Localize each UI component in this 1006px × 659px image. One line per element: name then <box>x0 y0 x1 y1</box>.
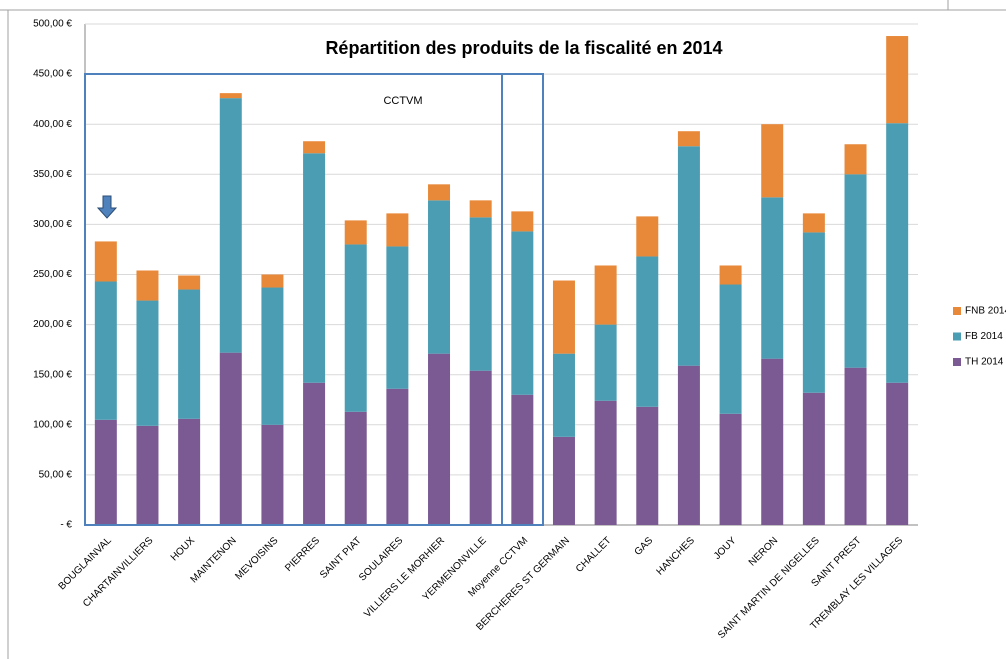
bar-segment <box>261 274 284 288</box>
bar-segment <box>511 231 534 395</box>
bar-segment <box>428 353 451 525</box>
x-tick-label: PIERRES <box>283 535 322 574</box>
bar-segment <box>136 425 159 525</box>
bar-segment <box>594 400 617 525</box>
bar-segment <box>719 413 742 525</box>
bar-segment <box>636 256 659 407</box>
y-tick-label: 150,00 € <box>33 369 72 380</box>
x-tick-label: MEVOISINS <box>233 535 280 582</box>
chart-title: Répartition des produits de la fiscalité… <box>325 38 722 58</box>
bar-segment <box>428 184 451 201</box>
bar-segment <box>94 419 117 525</box>
bar-segment <box>469 200 492 218</box>
x-tick-label: HANCHES <box>655 535 698 578</box>
bar-segment <box>677 365 700 525</box>
bar-segment <box>511 394 534 525</box>
x-tick-label: CHALLET <box>574 535 614 575</box>
bar-segment <box>802 392 825 525</box>
bar-segment <box>303 153 326 383</box>
y-tick-label: - € <box>60 520 72 531</box>
bar-segment <box>136 270 159 301</box>
bar-segment <box>719 284 742 414</box>
bar-segment <box>636 406 659 525</box>
bar-segment <box>386 246 409 389</box>
bar-segment <box>719 265 742 285</box>
bar-segment <box>94 281 117 420</box>
bar-segment <box>219 93 242 99</box>
bar-segment <box>844 367 867 525</box>
bar-segment <box>677 131 700 147</box>
x-tick-label: JOUY <box>712 535 739 562</box>
bar-segment <box>552 436 575 525</box>
x-tick-label: SAINT PIAT <box>318 535 364 581</box>
bar-segment <box>386 388 409 525</box>
bar-segment <box>428 200 451 354</box>
legend-swatch <box>953 332 961 341</box>
bar-segment <box>219 352 242 525</box>
bars <box>94 36 909 525</box>
bar-segment <box>303 141 326 154</box>
bar-segment <box>344 411 367 525</box>
legend-label: FNB 2014 <box>965 306 1006 317</box>
cctvm-box <box>84 73 544 526</box>
annotation: CCTVM <box>383 95 422 107</box>
bar-segment <box>844 174 867 368</box>
legend-label: FB 2014 <box>965 331 1003 342</box>
legend-swatch <box>953 358 961 366</box>
y-tick-label: 350,00 € <box>33 169 72 180</box>
bar-segment <box>594 265 617 325</box>
bar-segment <box>94 241 117 282</box>
x-tick-label: NERON <box>747 535 780 568</box>
bar-segment <box>469 217 492 371</box>
bar-segment <box>886 123 909 383</box>
x-tick-label: HOUX <box>169 535 197 563</box>
y-tick-label: 250,00 € <box>33 269 72 280</box>
bar-segment <box>136 300 159 426</box>
x-tick-label: CHARTAINVILLIERS <box>81 535 156 610</box>
y-tick-label: 100,00 € <box>33 419 72 430</box>
bar-segment <box>178 275 201 290</box>
bar-segment <box>344 220 367 245</box>
y-tick-label: 50,00 € <box>39 470 73 481</box>
y-tick-label: 450,00 € <box>33 69 72 80</box>
y-tick-label: 400,00 € <box>33 119 72 130</box>
bar-segment <box>552 353 575 437</box>
bar-segment <box>344 244 367 412</box>
arrow-icon <box>96 195 118 219</box>
bar-segment <box>636 216 659 257</box>
bar-segment <box>802 213 825 233</box>
bar-segment <box>178 418 201 525</box>
bar-segment <box>219 98 242 353</box>
bar-segment <box>594 324 617 401</box>
bar-segment <box>761 358 784 525</box>
bar-segment <box>761 124 784 198</box>
bar-segment <box>844 144 867 175</box>
bar-segment <box>469 370 492 525</box>
bar-segment <box>802 232 825 393</box>
bar-segment <box>677 146 700 366</box>
bar-segment <box>552 280 575 354</box>
legend-label: TH 2014 <box>965 357 1004 368</box>
legend-swatch <box>953 307 961 315</box>
bar-segment <box>886 36 909 124</box>
y-tick-label: 200,00 € <box>33 319 72 330</box>
bar-segment <box>261 287 284 425</box>
bar-segment <box>886 382 909 525</box>
bar-segment <box>261 424 284 525</box>
y-tick-label: 300,00 € <box>33 219 72 230</box>
bar-segment <box>761 197 784 359</box>
bar-segment <box>511 211 534 232</box>
bar-segment <box>386 213 409 247</box>
y-tick-label: 500,00 € <box>33 19 72 30</box>
bar-segment <box>178 289 201 419</box>
x-tick-label: GAS <box>633 535 656 558</box>
bar-segment <box>303 382 326 525</box>
x-tick-label: VILLIERS LE MORHIER <box>362 535 447 620</box>
